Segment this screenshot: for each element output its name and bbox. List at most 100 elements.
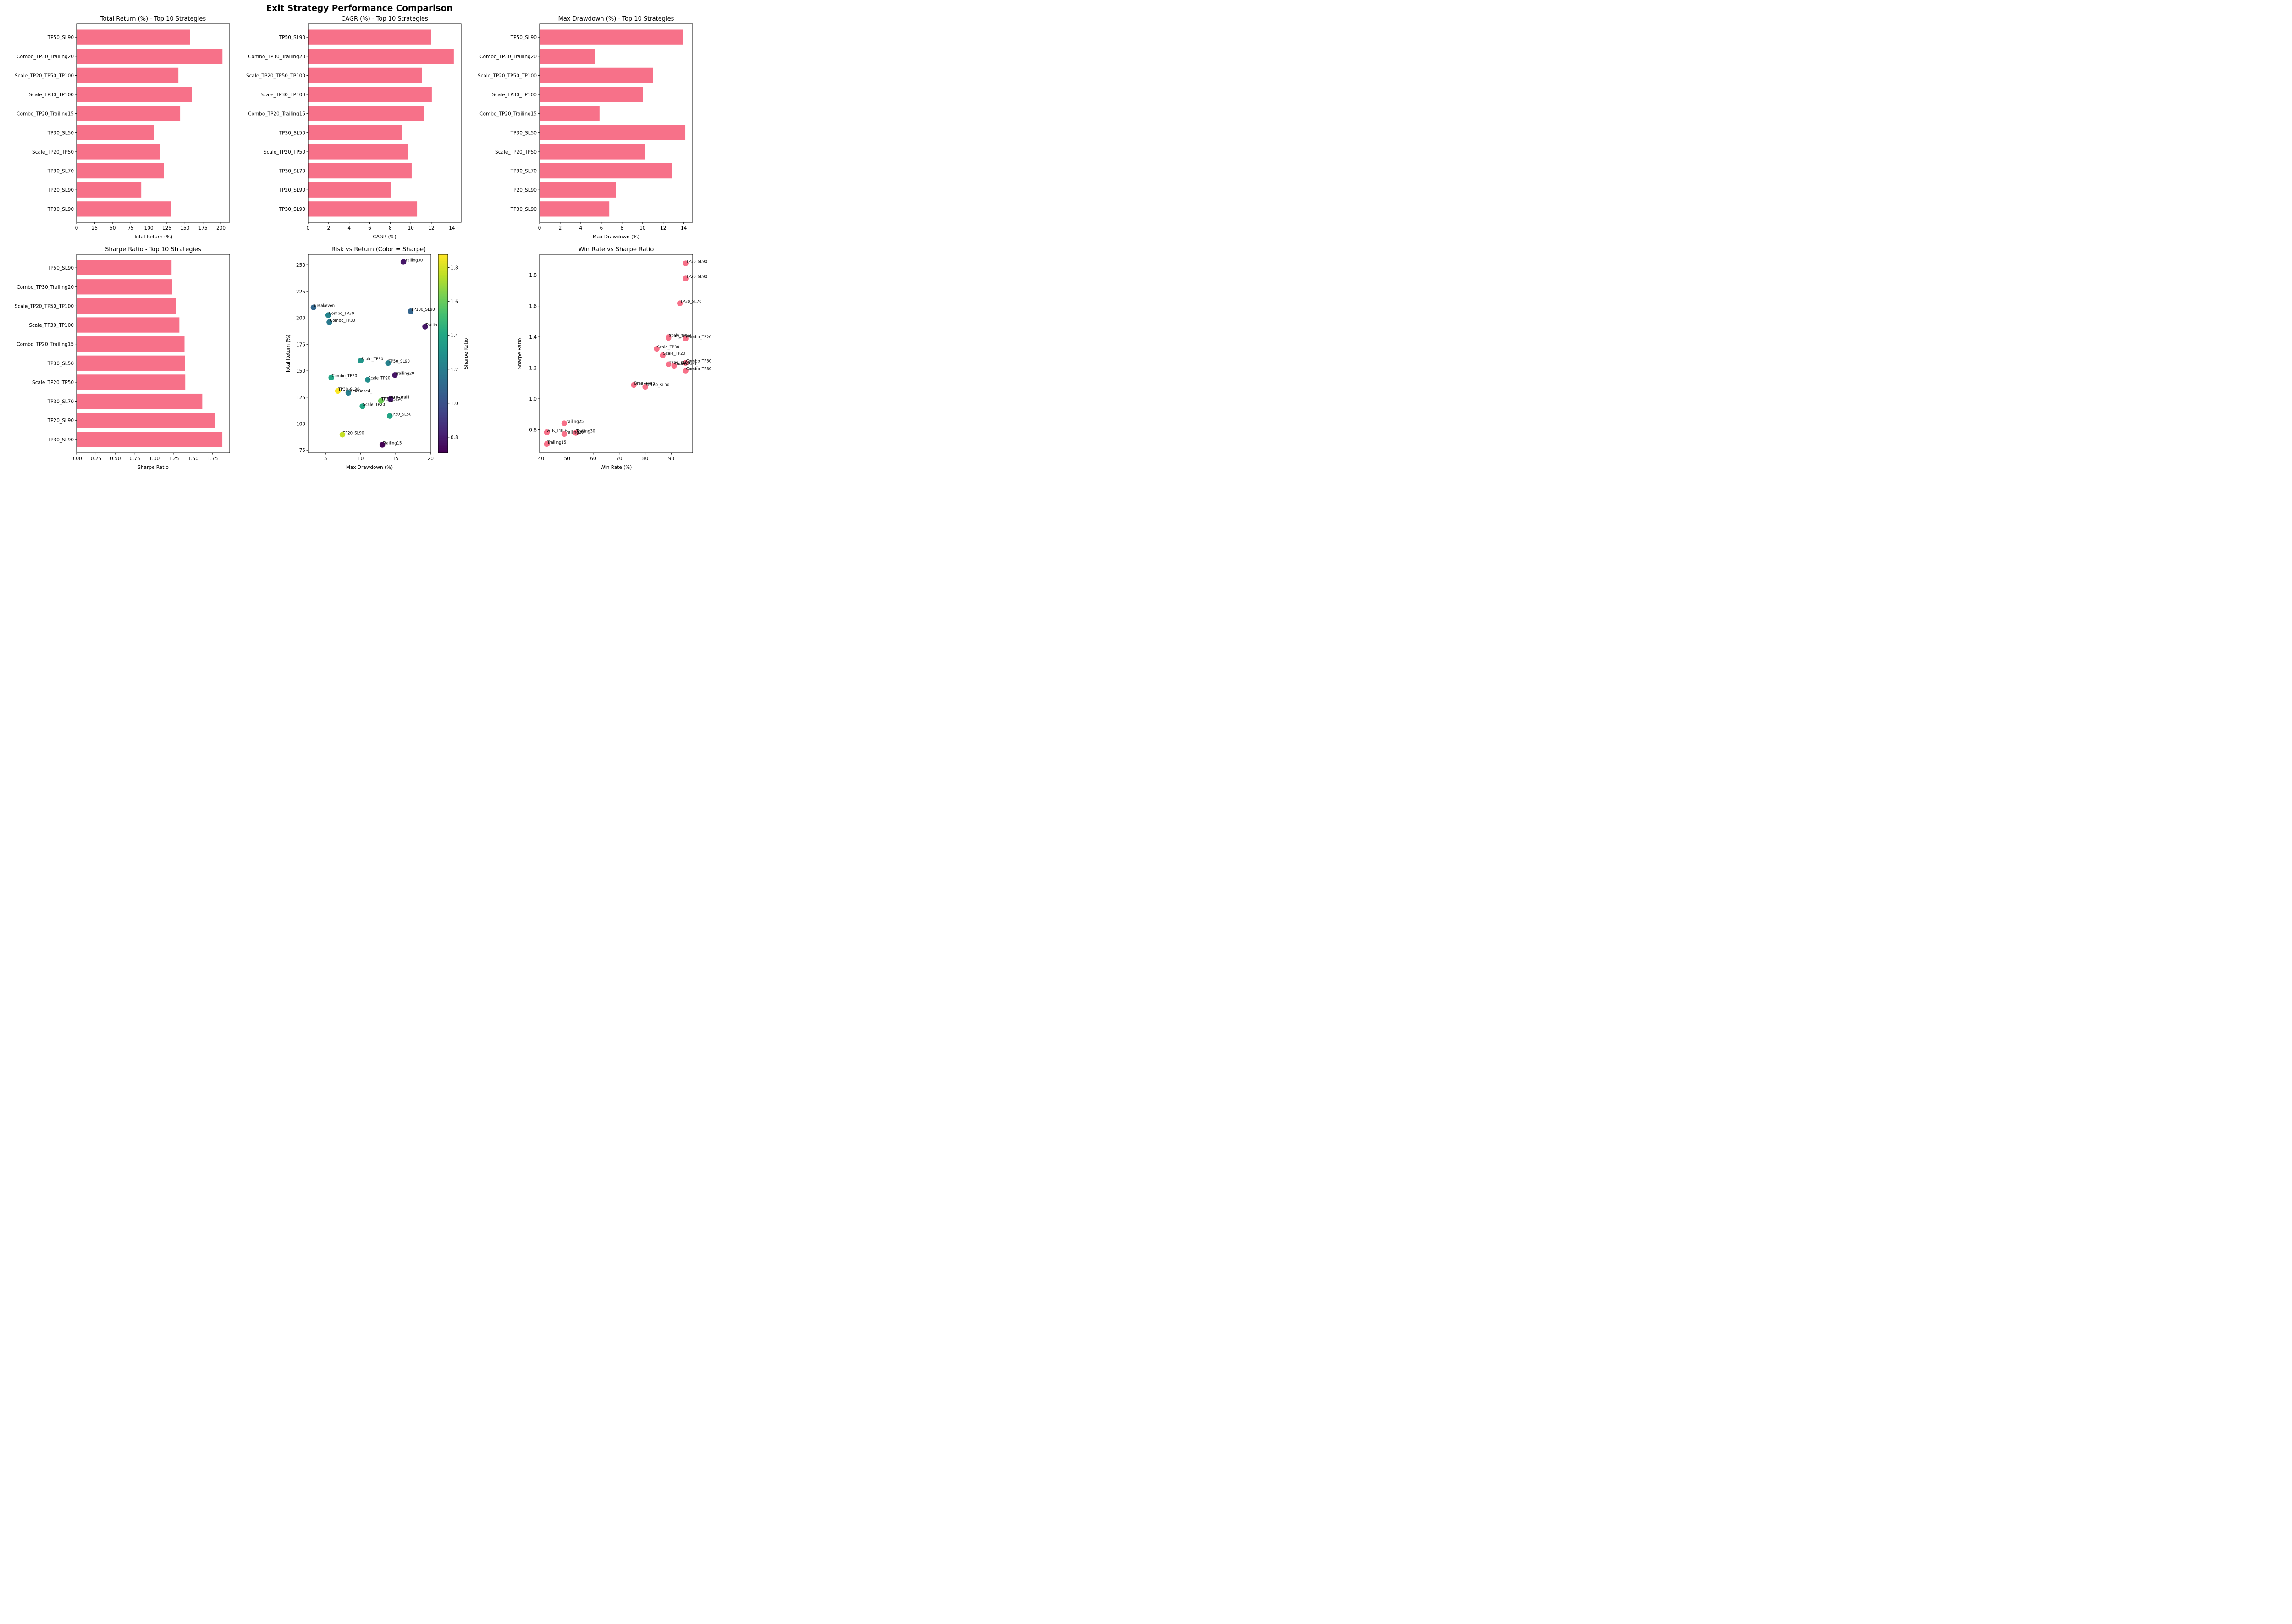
colorbar-segment	[438, 272, 448, 275]
x-tick-label: 125	[162, 226, 171, 231]
x-tick-label: 20	[428, 456, 434, 462]
scatter-point	[359, 403, 365, 409]
colorbar-segment	[438, 377, 448, 379]
colorbar-segment	[438, 350, 448, 352]
colorbar-segment	[438, 423, 448, 425]
colorbar-segment	[438, 319, 448, 321]
colorbar-segment	[438, 380, 448, 382]
x-tick-label: 14	[449, 226, 455, 231]
y-tick-label: TP20_SL90	[47, 187, 74, 193]
colorbar: 0.8 1.0 1.2 1.4 1.6 1.8 Sharpe Ratio	[438, 254, 469, 453]
scatter-point	[358, 358, 364, 364]
y-tick-label: Scale_TP20_TP50_TP100	[15, 303, 74, 309]
point-annotation: TP100_SL90	[411, 308, 435, 312]
colorbar-segment	[438, 419, 448, 422]
subplot-title: Risk vs Return (Color = Sharpe)	[331, 246, 426, 253]
x-axis-label: Max Drawdown (%)	[346, 465, 393, 470]
y-tick-label: 1.6	[529, 304, 537, 309]
x-tick-label: 12	[660, 226, 666, 231]
bar-Combo_TP30_Trailing20	[77, 49, 223, 64]
bar-Scale_TP30_TP100	[308, 87, 432, 102]
colorbar-segment	[438, 438, 448, 440]
bar-TP30_SL70	[308, 163, 412, 179]
subplot-title: CAGR (%) - Top 10 Strategies	[341, 16, 428, 22]
x-tick-label: 12	[428, 226, 434, 231]
scatter-point	[544, 441, 550, 447]
point-annotation: Scale_TP30	[361, 357, 383, 362]
point-annotation: TP30_SL50	[668, 334, 690, 339]
y-tick-label: TP30_SL50	[279, 130, 305, 136]
scatter-point	[683, 260, 689, 266]
colorbar-segment	[438, 266, 448, 268]
x-tick-label: 0.00	[71, 456, 82, 462]
scatter-point	[654, 346, 660, 352]
colorbar-segment	[438, 411, 448, 413]
y-tick-label: Combo_TP20_Trailing15	[17, 342, 74, 347]
point-annotation: Trailin	[425, 323, 437, 327]
colorbar-tick-label: 1.0	[451, 401, 458, 407]
point-annotation: Trailing25	[564, 420, 584, 424]
colorbar-segment	[438, 449, 448, 451]
y-tick-label: 75	[299, 448, 305, 453]
y-tick-label: 1.0	[529, 396, 537, 402]
y-tick-label: 250	[296, 263, 305, 268]
point-annotation: Trailing30	[403, 258, 423, 263]
x-tick-label: 0	[307, 226, 310, 231]
colorbar-frame	[438, 254, 448, 453]
scatter-point	[544, 429, 550, 435]
colorbar-segment	[438, 284, 448, 286]
x-axis-label: Total Return (%)	[133, 234, 172, 240]
subplot-title: Total Return (%) - Top 10 Strategies	[100, 16, 206, 22]
colorbar-segment	[438, 400, 448, 402]
bar-Combo_TP20_Trailing15	[540, 106, 600, 121]
scatter-point	[364, 377, 371, 383]
bar-TP30_SL50	[77, 125, 154, 140]
y-axis-label: Sharpe Ratio	[517, 338, 523, 369]
colorbar-segment	[438, 305, 448, 308]
point-annotation: Combo_TP20	[686, 335, 711, 340]
y-tick-label: Combo_TP20_Trailing15	[17, 111, 74, 117]
x-axis-label: Max Drawdown (%)	[593, 234, 639, 240]
bar-Scale_TP20_TP50_TP100	[308, 67, 422, 83]
bar-Scale_TP30_TP100	[77, 87, 192, 102]
x-tick-label: 25	[92, 226, 98, 231]
colorbar-segment	[438, 405, 448, 407]
bar-Scale_TP20_TP50	[308, 144, 408, 160]
x-tick-label: 6	[368, 226, 371, 231]
y-tick-label: Scale_TP20_TP50	[32, 380, 74, 385]
colorbar-segment	[438, 355, 448, 358]
point-annotation: Trailing30	[576, 429, 595, 434]
colorbar-segment	[438, 299, 448, 301]
colorbar-segment	[438, 372, 448, 374]
colorbar-segment	[438, 431, 448, 434]
y-tick-label: 175	[296, 342, 305, 347]
x-tick-label: 8	[389, 226, 392, 231]
colorbar-segment	[438, 327, 448, 329]
subplot-risk_vs_return: Risk vs Return (Color = Sharpe) Trailing3…	[286, 246, 469, 470]
y-tick-label: TP30_SL90	[510, 207, 537, 212]
colorbar-segment	[438, 365, 448, 367]
x-axis-label: Win Rate (%)	[601, 465, 632, 470]
colorbar-segment	[438, 418, 448, 420]
y-tick-label: Scale_TP20_TP50	[32, 149, 74, 155]
colorbar-segment	[438, 254, 448, 257]
point-annotation: Combo_TP30	[330, 319, 355, 323]
y-tick-label: 225	[296, 289, 305, 295]
point-annotation: Combo_TP20	[332, 374, 357, 379]
colorbar-segment	[438, 358, 448, 361]
scatter-point	[683, 336, 689, 341]
x-tick-label: 1.50	[188, 456, 198, 462]
y-axis-label: Total Return (%)	[286, 334, 291, 373]
y-tick-label: 200	[296, 316, 305, 321]
bar-TP50_SL90	[77, 260, 172, 275]
colorbar-segment	[438, 398, 448, 401]
scatter-point	[328, 374, 334, 381]
colorbar-segment	[438, 279, 448, 281]
axes-frame	[76, 23, 230, 223]
figure-canvas: Exit Strategy Performance Comparison Tot…	[0, 0, 719, 474]
bar-TP20_SL90	[540, 182, 616, 198]
scatter-point	[671, 363, 677, 369]
point-annotation: Breakeven_	[314, 304, 337, 308]
colorbar-segment	[438, 332, 448, 334]
colorbar-segment	[438, 375, 448, 377]
